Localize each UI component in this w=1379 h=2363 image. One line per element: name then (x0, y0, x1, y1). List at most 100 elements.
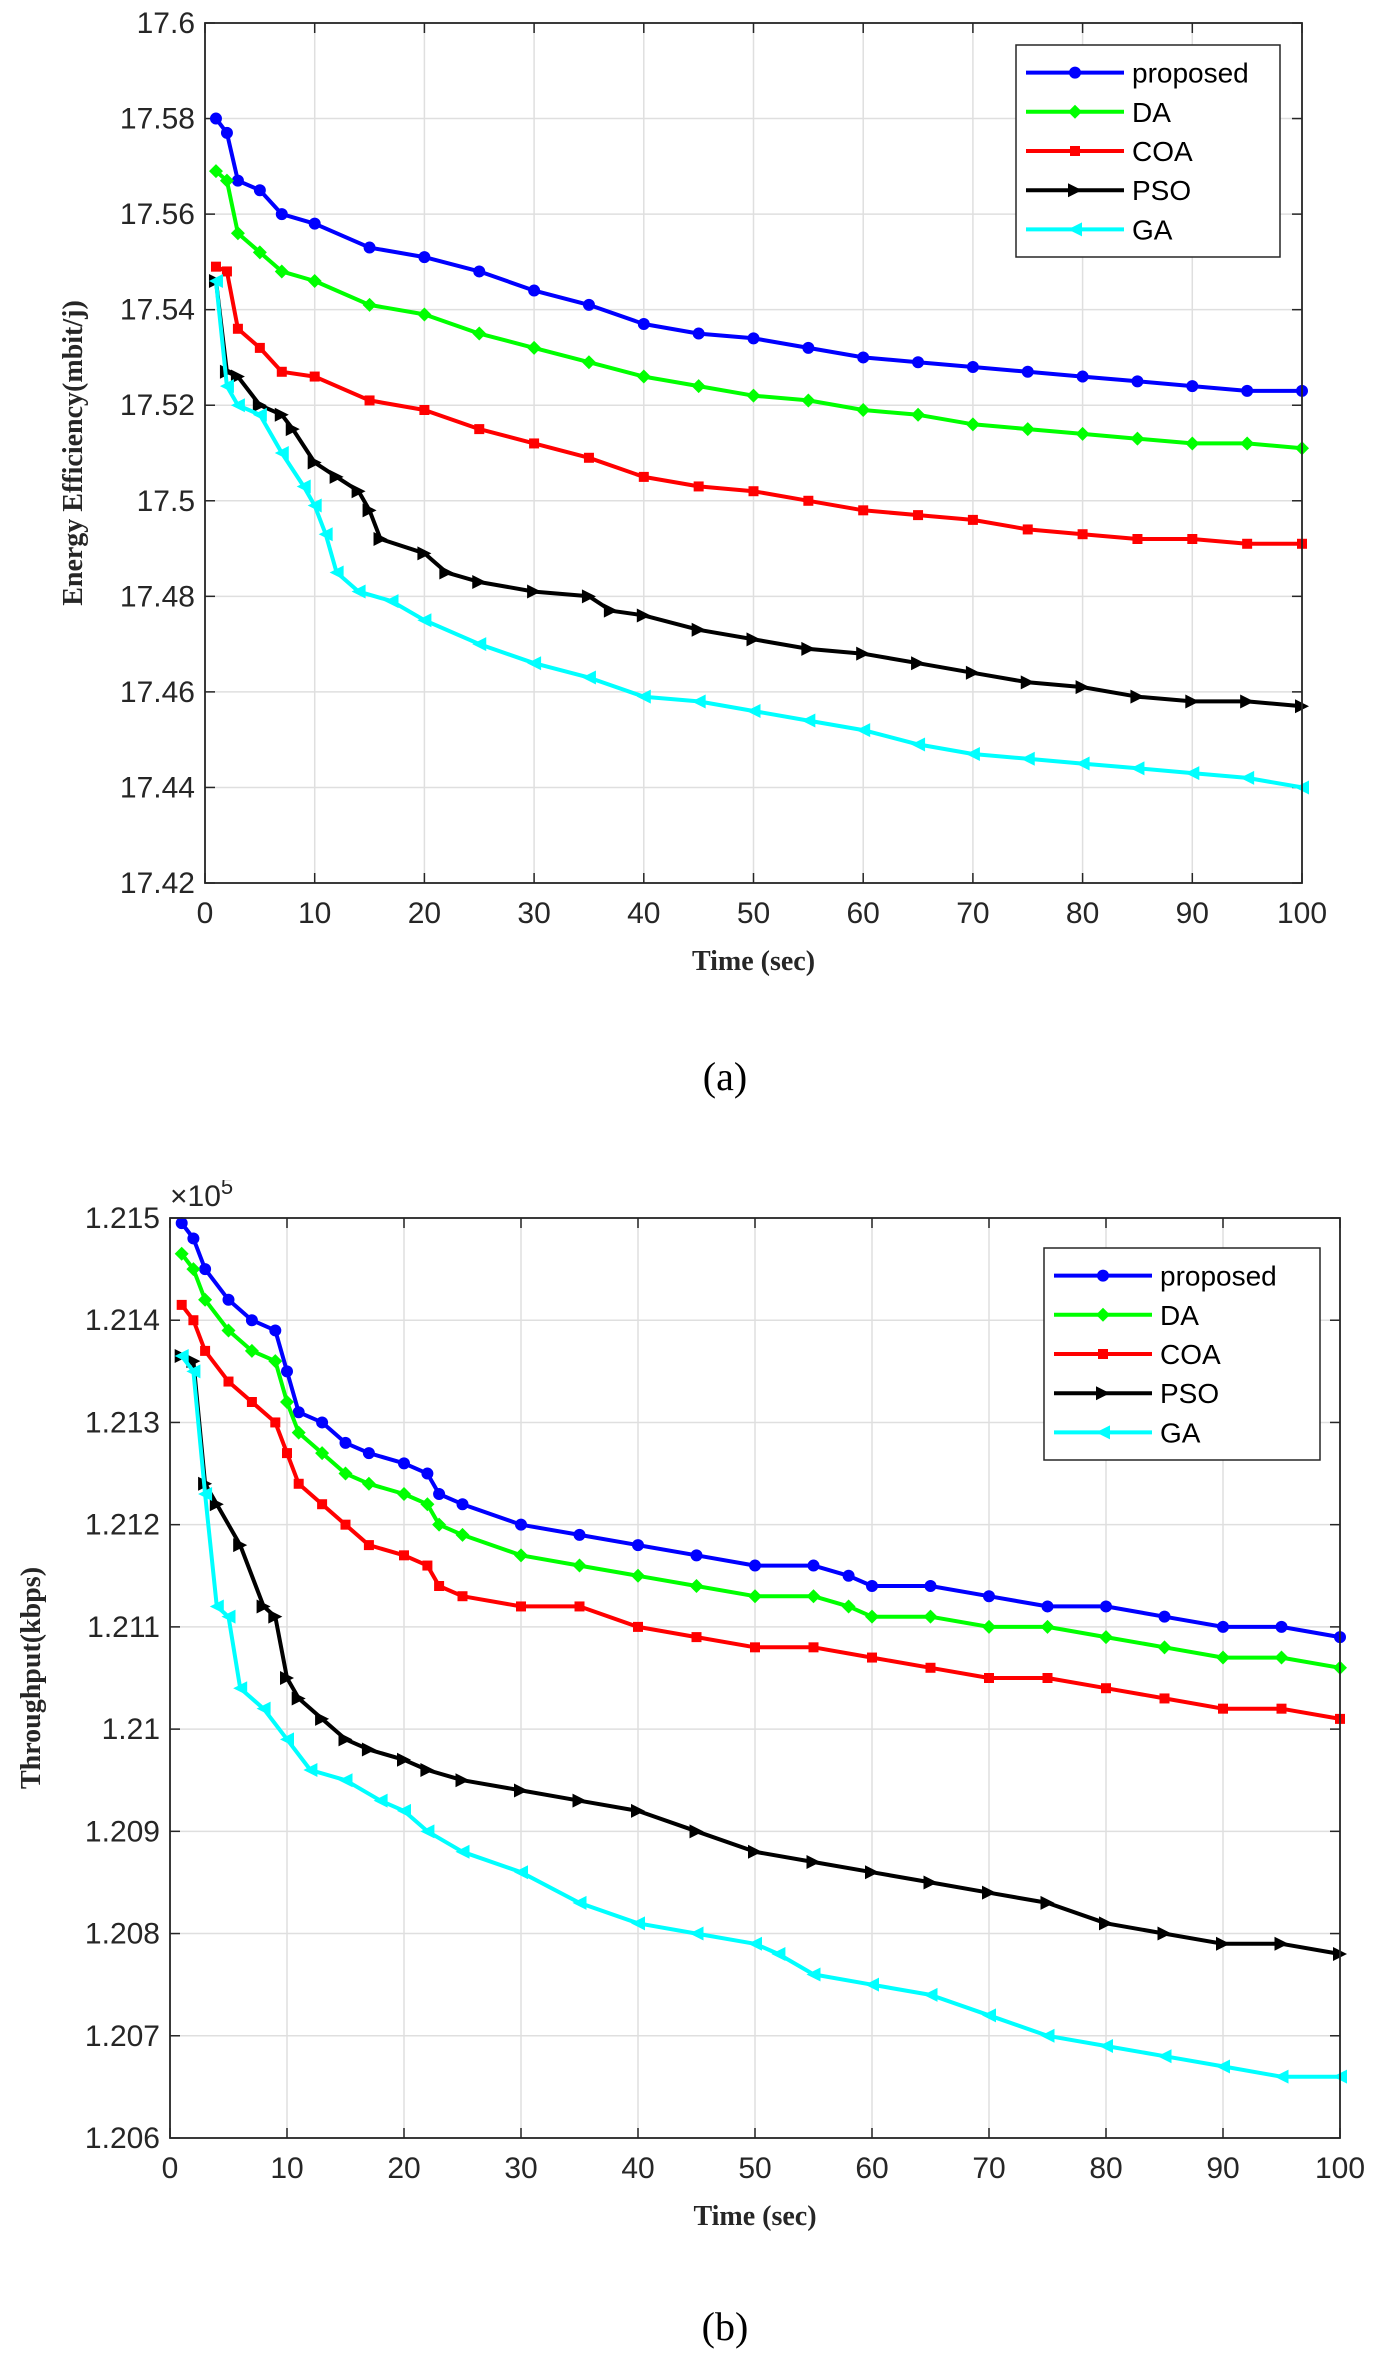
chart-b-point-da (1157, 1640, 1172, 1655)
chart-b-point-da (748, 1589, 762, 1604)
chart-a-point-ga (384, 594, 399, 609)
chart-a-point-da (307, 274, 322, 288)
chart-a-xtick-label: 40 (627, 897, 660, 930)
chart-b-point-proposed (866, 1580, 878, 1592)
chart-b-point-da (361, 1476, 376, 1491)
chart-a-point-proposed (1241, 384, 1254, 397)
chart-b-point-proposed (199, 1263, 212, 1276)
chart-b-point-coa (188, 1315, 199, 1326)
chart-a-point-ga (274, 446, 289, 460)
chart-b-point-da (841, 1599, 856, 1614)
chart-b-point-proposed (807, 1559, 820, 1572)
chart-a-point-ga (351, 584, 366, 599)
chart-a-point-ga (417, 613, 432, 628)
chart-b-point-da (315, 1446, 330, 1461)
chart-a-point-ga (318, 527, 333, 542)
chart-b-point-da (572, 1558, 587, 1573)
chart-b-legend-label-coa: COA (1160, 1339, 1221, 1370)
chart-a-ytick-label: 17.5 (137, 485, 195, 518)
chart-b-ytick-label: 1.211 (87, 1611, 160, 1644)
chart-b-point-da (806, 1589, 821, 1604)
chart-a-point-ga (1130, 761, 1145, 776)
chart-a-axes-frame (204, 22, 1303, 884)
chart-a-caption: (a) (703, 1054, 747, 1099)
chart-b-point-da (514, 1548, 528, 1563)
chart-b-point-proposed (316, 1416, 329, 1429)
chart-a-point-pso (351, 484, 366, 499)
chart-a-point-coa (858, 505, 869, 516)
chart-a-point-da (636, 369, 651, 384)
chart-b-point-pso (420, 1763, 435, 1777)
chart-b-point-ga (631, 1916, 645, 1931)
chart-b-point-pso (923, 1875, 938, 1890)
chart-a-point-ga (219, 379, 234, 394)
chart-a-point-ga (691, 694, 706, 709)
chart-a-point-ga (472, 637, 487, 652)
chart-a-point-proposed (802, 341, 815, 354)
chart-a-point-pso (373, 532, 388, 546)
chart-b-point-da (455, 1527, 470, 1542)
chart-b-point-ga (771, 1947, 786, 1961)
chart-b-legend-marker-coa (1098, 1349, 1108, 1359)
chart-b-point-coa (363, 1540, 374, 1551)
chart-b-point-proposed (1100, 1600, 1112, 1613)
chart-a-legend-marker-ga (1068, 222, 1082, 237)
chart-b-point-proposed (1275, 1620, 1288, 1633)
chart-a-point-da (856, 403, 871, 417)
chart-b-legend-marker-proposed (1097, 1269, 1109, 1282)
chart-b-point-da (1216, 1650, 1230, 1665)
chart-b-point-da (186, 1262, 201, 1277)
chart-a-y-axis-title: Energy Efficiency(mbit/j) (58, 300, 89, 606)
chart-b-point-pso (233, 1538, 248, 1553)
chart-a-point-da (1020, 422, 1035, 437)
chart-a-legend-label-proposed: proposed (1132, 58, 1249, 89)
chart-a-legend-label-pso: PSO (1132, 175, 1191, 206)
chart-a-point-proposed (912, 356, 925, 369)
chart-a-point-coa (309, 371, 320, 382)
chart-b-series-da (174, 1246, 1347, 1675)
chart-a-point-proposed (1186, 380, 1199, 393)
chart-a-point-pso (527, 584, 542, 599)
chart-a-point-pso (252, 398, 267, 413)
chart-b-point-proposed (1217, 1620, 1229, 1633)
chart-b-point-pso (806, 1855, 821, 1869)
chart-a-point-pso (603, 603, 618, 618)
chart-a-ytick-label: 17.6 (137, 7, 195, 40)
chart-b-point-ga (209, 1599, 224, 1614)
chart-a-point-da (362, 297, 377, 312)
figure-a-energy-efficiency: 0 10 20 30 40 50 60 70 80 90 100 17.42 17.44 17.46 17.… (0, 0, 1379, 1180)
chart-a-point-da (911, 407, 926, 422)
chart-a-xtick-label: 80 (1066, 897, 1099, 930)
chart-a-ytick-label: 17.56 (120, 198, 195, 231)
chart-a-xtick-label: 50 (737, 897, 770, 930)
chart-b-point-ga (923, 1987, 938, 2002)
chart-b-xtick-label: 30 (504, 2152, 537, 2185)
chart-b-point-pso (455, 1773, 470, 1788)
chart-a-point-da (230, 226, 245, 241)
figure-b-throughput: 0 10 20 30 40 50 60 70 80 90 100 1.206 1.207 1.208 1.2… (0, 1180, 1379, 2363)
chart-b-ytick-label: 1.206 (85, 2122, 160, 2155)
chart-a-point-pso (329, 469, 344, 484)
chart-a-point-proposed (473, 265, 486, 278)
chart-a-point-proposed (637, 318, 650, 330)
chart-b-point-coa (200, 1345, 211, 1356)
chart-b-point-ga (338, 1773, 353, 1788)
chart-a-point-da (252, 245, 267, 260)
chart-a-point-coa (254, 342, 265, 353)
chart-b-ytick-label: 1.212 (85, 1509, 160, 1542)
chart-b-point-coa (223, 1376, 234, 1387)
chart-b-point-da (268, 1354, 283, 1369)
chart-a-point-proposed (1076, 370, 1089, 383)
chart-b-point-da (338, 1466, 353, 1481)
chart-a-legend-label-coa: COA (1132, 136, 1193, 167)
chart-a-point-pso (691, 622, 706, 637)
chart-b-point-da (1040, 1619, 1055, 1634)
chart-a-point-da (1075, 426, 1090, 441)
chart-b-point-pso (256, 1599, 271, 1614)
chart-a-point-ga (911, 737, 926, 752)
chart-b-point-ga (280, 1732, 294, 1747)
chart-a-point-coa (967, 514, 978, 525)
chart-b-point-coa (750, 1642, 760, 1653)
chart-b-legend-label-proposed: proposed (1160, 1261, 1277, 1292)
chart-a-point-pso (285, 422, 300, 437)
